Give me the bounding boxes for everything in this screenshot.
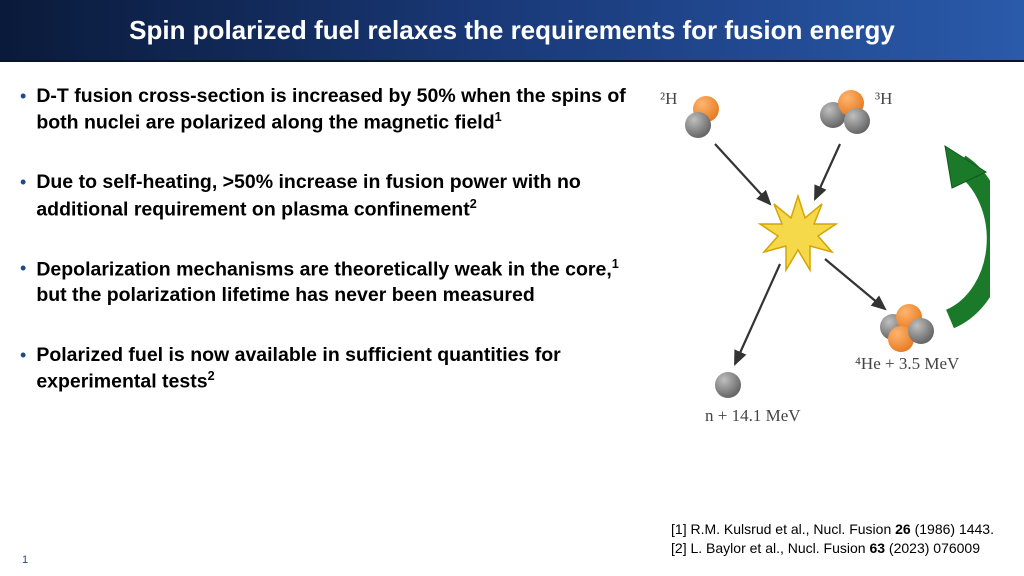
label-h3: ³H [875,89,892,109]
bullet-text: Due to self-heating, >50% increase in fu… [36,170,640,222]
title-bar: Spin polarized fuel relaxes the requirem… [0,0,1024,62]
content-area: • D-T fusion cross-section is increased … [0,62,1024,429]
label-neutron: n + 14.1 MeV [705,406,801,426]
bullet-text: Depolarization mechanisms are theoretica… [36,256,640,308]
neutron-ball [844,108,870,134]
neutron-ball [685,112,711,138]
slide-title: Spin polarized fuel relaxes the requirem… [129,15,895,46]
bullet-item: • Depolarization mechanisms are theoreti… [20,256,640,308]
bullet-list: • D-T fusion cross-section is increased … [20,84,640,429]
bullet-item: • Polarized fuel is now available in suf… [20,343,640,395]
label-h2: ²H [660,89,677,109]
bullet-text: Polarized fuel is now available in suffi… [36,343,640,395]
bullet-dot-icon: • [20,258,26,308]
label-he4: ⁴He + 3.5 MeV [855,354,959,374]
bullet-item: • Due to self-heating, >50% increase in … [20,170,640,222]
page-number: 1 [22,554,28,566]
bullet-text: D-T fusion cross-section is increased by… [36,84,640,136]
bullet-item: • D-T fusion cross-section is increased … [20,84,640,136]
neutron-ball [715,372,741,398]
reference-line: [1] R.M. Kulsrud et al., Nucl. Fusion 26… [671,520,994,539]
bullet-dot-icon: • [20,172,26,222]
references: [1] R.M. Kulsrud et al., Nucl. Fusion 26… [671,520,994,558]
fusion-burst-icon [758,194,838,274]
bullet-dot-icon: • [20,86,26,136]
reference-line: [2] L. Baylor et al., Nucl. Fusion 63 (2… [671,539,994,558]
bullet-dot-icon: • [20,345,26,395]
fusion-diagram: ²H ³H n + 14.1 MeV ⁴He + 3.5 MeV [650,84,990,429]
neutron-ball [908,318,934,344]
